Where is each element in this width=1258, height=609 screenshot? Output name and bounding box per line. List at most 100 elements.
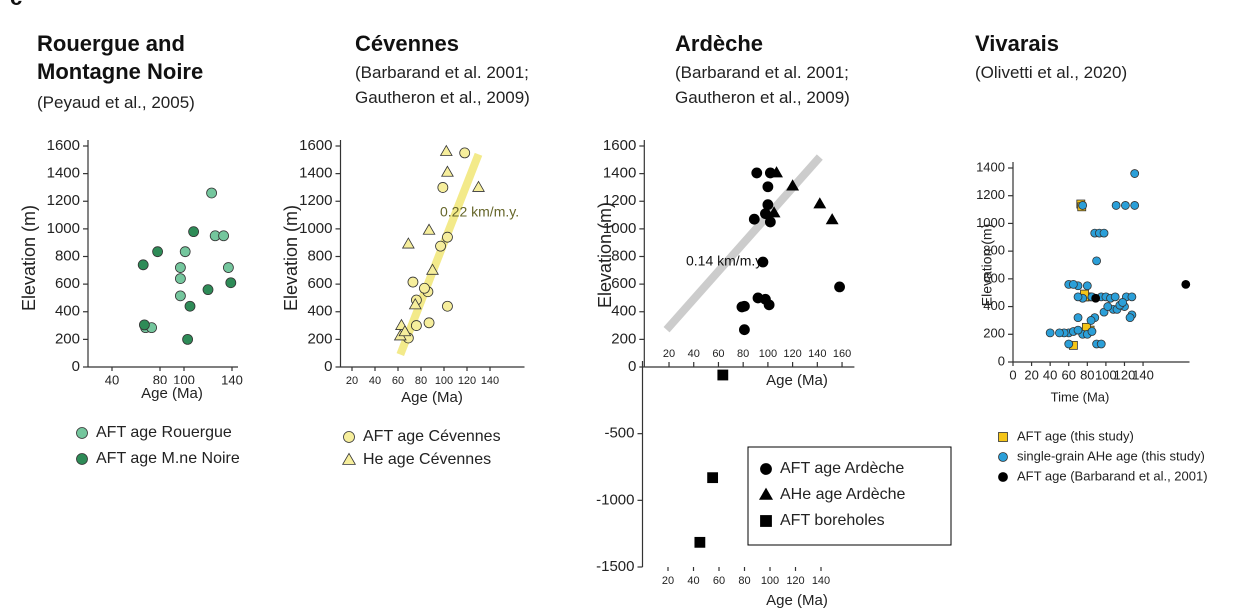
panel-subtitle: (Barbarand et al. 2001; Gautheron et al.… bbox=[355, 63, 530, 107]
triangle-marker bbox=[786, 179, 800, 191]
legend-label: He age Cévennes bbox=[363, 451, 491, 468]
x-tick-label: 40 bbox=[1043, 367, 1057, 382]
y-tick-label: 1600 bbox=[603, 137, 636, 154]
circle-marker bbox=[182, 333, 194, 345]
triangle-marker bbox=[441, 165, 454, 177]
circle-marker bbox=[76, 453, 88, 465]
y-axis-label: Elevation (m) bbox=[19, 205, 39, 311]
circle-marker bbox=[442, 231, 453, 243]
x-label-bg bbox=[757, 371, 837, 391]
x-label-bg bbox=[1040, 388, 1120, 408]
circle-marker bbox=[1130, 201, 1140, 210]
circle-marker bbox=[736, 301, 748, 313]
x-tick-label: 40 bbox=[369, 375, 381, 387]
triangle-marker bbox=[439, 144, 453, 156]
legend-label: AFT age (Barbarand et al., 2001) bbox=[1017, 468, 1208, 483]
circle-marker bbox=[834, 281, 845, 293]
circle-marker bbox=[1130, 169, 1140, 178]
y-tick-label: 1600 bbox=[47, 137, 80, 154]
x-tick-label: 80 bbox=[738, 575, 750, 587]
triangle-marker bbox=[813, 197, 827, 209]
x-tick-label: 80 bbox=[1080, 367, 1094, 382]
circle-marker bbox=[222, 262, 234, 273]
triangle-marker bbox=[426, 263, 439, 275]
y-tick-label: 1400 bbox=[976, 159, 1005, 174]
x-tick-label: 40 bbox=[687, 575, 699, 587]
circle-marker bbox=[1086, 316, 1096, 325]
circle-marker bbox=[751, 167, 763, 179]
triangle-marker bbox=[341, 452, 357, 465]
circle-marker bbox=[757, 256, 769, 268]
x-tick-label: 140 bbox=[812, 575, 830, 587]
x-tick-label: 80 bbox=[415, 375, 427, 387]
circle-marker bbox=[1111, 201, 1121, 210]
x-label-bg bbox=[757, 591, 837, 609]
x-tick-label: 60 bbox=[1062, 367, 1076, 382]
x-tick-label: 100 bbox=[761, 575, 779, 587]
x-tick-label: 120 bbox=[458, 375, 476, 387]
triangle-marker bbox=[758, 487, 774, 500]
square-marker bbox=[694, 536, 706, 548]
triangle-marker bbox=[398, 324, 412, 337]
circle-marker bbox=[225, 277, 237, 289]
y-tick-label: 600 bbox=[611, 275, 636, 292]
x-tick-label: 120 bbox=[1114, 367, 1136, 382]
y-tick-label: 800 bbox=[611, 247, 636, 264]
circle-marker bbox=[1121, 201, 1130, 210]
square-marker bbox=[717, 369, 729, 381]
circle-marker bbox=[174, 290, 186, 302]
circle-marker bbox=[739, 324, 750, 336]
y-tick-label: 1400 bbox=[299, 165, 332, 182]
triangle-marker bbox=[401, 237, 415, 249]
legend-label: AFT age Ardèche bbox=[780, 460, 904, 477]
x-tick-label: 20 bbox=[1024, 367, 1038, 382]
triangle-marker bbox=[770, 166, 783, 178]
circle-marker bbox=[1103, 302, 1113, 311]
y-tick-label: 600 bbox=[55, 275, 80, 292]
trend-label: 0.14 km/m.y bbox=[686, 253, 762, 269]
x-tick-label: 140 bbox=[808, 348, 826, 360]
trend-label: 0.22 km/m.y. bbox=[440, 204, 519, 220]
x-tick-label: 80 bbox=[153, 372, 167, 387]
circle-marker bbox=[1073, 325, 1083, 335]
circle-marker bbox=[1064, 339, 1074, 349]
circle-marker bbox=[1073, 313, 1083, 323]
circle-marker bbox=[174, 262, 186, 273]
legend-label: AFT age (this study) bbox=[1017, 428, 1134, 443]
x-tick-label: 0 bbox=[1009, 367, 1016, 382]
x-tick-label: 60 bbox=[713, 575, 725, 587]
y-tick-label: 1000 bbox=[47, 220, 80, 237]
y-tick-label: 800 bbox=[307, 247, 332, 264]
circle-marker bbox=[174, 273, 186, 285]
circle-marker bbox=[760, 293, 771, 305]
circle-marker bbox=[343, 431, 355, 443]
y-tick-label: 400 bbox=[307, 303, 332, 320]
y-tick-label: 1200 bbox=[299, 192, 332, 209]
x-tick-label: 40 bbox=[688, 348, 700, 360]
legend-label: single-grain AHe age (this study) bbox=[1017, 448, 1205, 463]
legend-label: AFT age Rouergue bbox=[96, 424, 232, 441]
panel-title: Cévennes bbox=[355, 31, 459, 56]
circle-marker bbox=[206, 187, 218, 199]
y-tick-label: 1400 bbox=[603, 165, 636, 182]
circle-marker bbox=[1055, 328, 1064, 338]
circle-marker bbox=[998, 472, 1008, 482]
square-marker bbox=[998, 432, 1008, 442]
triangle-marker bbox=[408, 298, 422, 310]
x-tick-label: 40 bbox=[105, 372, 119, 387]
circle-marker bbox=[1068, 279, 1078, 289]
triangle-marker bbox=[767, 206, 781, 218]
panel-title: Vivarais bbox=[975, 31, 1060, 56]
y-axis-label: Elevation (m) bbox=[281, 205, 301, 311]
y-tick-label: 1000 bbox=[603, 220, 636, 237]
circle-marker bbox=[762, 181, 774, 193]
x-tick-label: 140 bbox=[1132, 367, 1154, 382]
x-tick-label: 140 bbox=[221, 372, 243, 387]
y-tick-label: 1400 bbox=[47, 165, 80, 182]
x-tick-label: 20 bbox=[662, 575, 674, 587]
legend-label: AFT age Cévennes bbox=[363, 428, 501, 445]
y-axis-label: Elevation (m) bbox=[979, 224, 995, 306]
panel-subtitle: (Barbarand et al. 2001; Gautheron et al.… bbox=[675, 63, 850, 107]
y-tick-label: -1500 bbox=[596, 558, 634, 575]
